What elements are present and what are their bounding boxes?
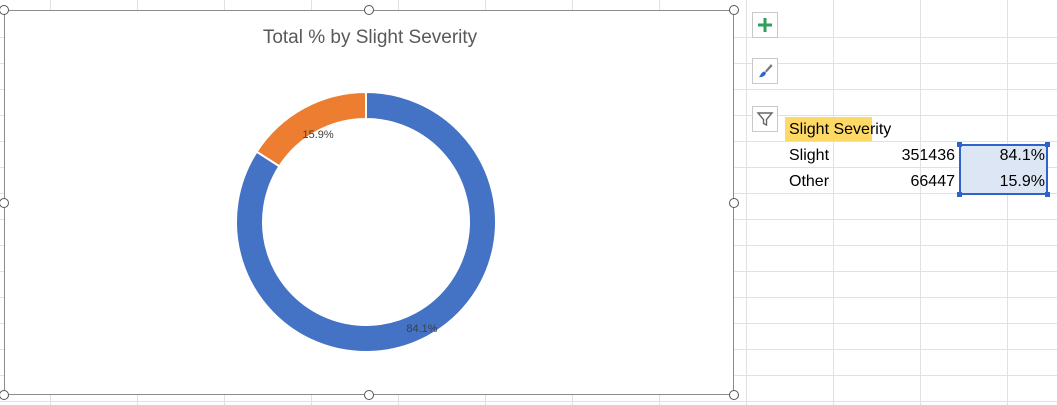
selection-handle-bottom-left[interactable] bbox=[957, 192, 962, 197]
data-label-other[interactable]: 15.9% bbox=[302, 129, 333, 141]
resize-handle-bottom-center[interactable] bbox=[364, 390, 374, 400]
chart-styles-button[interactable] bbox=[752, 58, 778, 84]
resize-handle-middle-right[interactable] bbox=[729, 198, 739, 208]
donut-chart[interactable]: 84.1% 15.9% bbox=[5, 11, 735, 396]
resize-handle-bottom-right[interactable] bbox=[729, 390, 739, 400]
selection-handle-bottom-right[interactable] bbox=[1045, 192, 1050, 197]
row-label-other[interactable]: Other bbox=[789, 173, 830, 190]
resize-handle-top-left[interactable] bbox=[0, 5, 9, 15]
chart-elements-button[interactable] bbox=[752, 12, 778, 38]
resize-handle-top-center[interactable] bbox=[364, 5, 374, 15]
chart-area[interactable]: Total % by Slight Severity 84.1% 15.9% bbox=[4, 10, 734, 395]
funnel-icon bbox=[756, 112, 774, 127]
resize-handle-middle-left[interactable] bbox=[0, 198, 9, 208]
header-cell-highlight[interactable] bbox=[785, 117, 872, 141]
resize-handle-top-right[interactable] bbox=[729, 5, 739, 15]
data-label-slight[interactable]: 84.1% bbox=[406, 323, 437, 335]
row-count-other[interactable]: 66447 bbox=[910, 173, 956, 190]
row-pct-slight[interactable]: 84.1% bbox=[999, 147, 1045, 164]
paintbrush-icon bbox=[759, 64, 773, 78]
table-header[interactable]: Slight Severity bbox=[789, 121, 892, 138]
donut-slice-other[interactable] bbox=[255, 90, 367, 168]
row-pct-other[interactable]: 15.9% bbox=[999, 173, 1045, 190]
chart-title[interactable]: Total % by Slight Severity bbox=[262, 27, 478, 48]
resize-handle-bottom-left[interactable] bbox=[0, 390, 9, 400]
selected-range[interactable] bbox=[959, 144, 1048, 195]
row-count-slight[interactable]: 351436 bbox=[901, 147, 955, 164]
plus-icon bbox=[758, 18, 772, 32]
selection-handle-top-right[interactable] bbox=[1045, 142, 1050, 147]
selection-handle-top-left[interactable] bbox=[957, 142, 962, 147]
chart-filters-button[interactable] bbox=[752, 106, 778, 132]
donut-slice-slight[interactable] bbox=[235, 90, 497, 353]
row-label-slight[interactable]: Slight bbox=[789, 147, 830, 164]
